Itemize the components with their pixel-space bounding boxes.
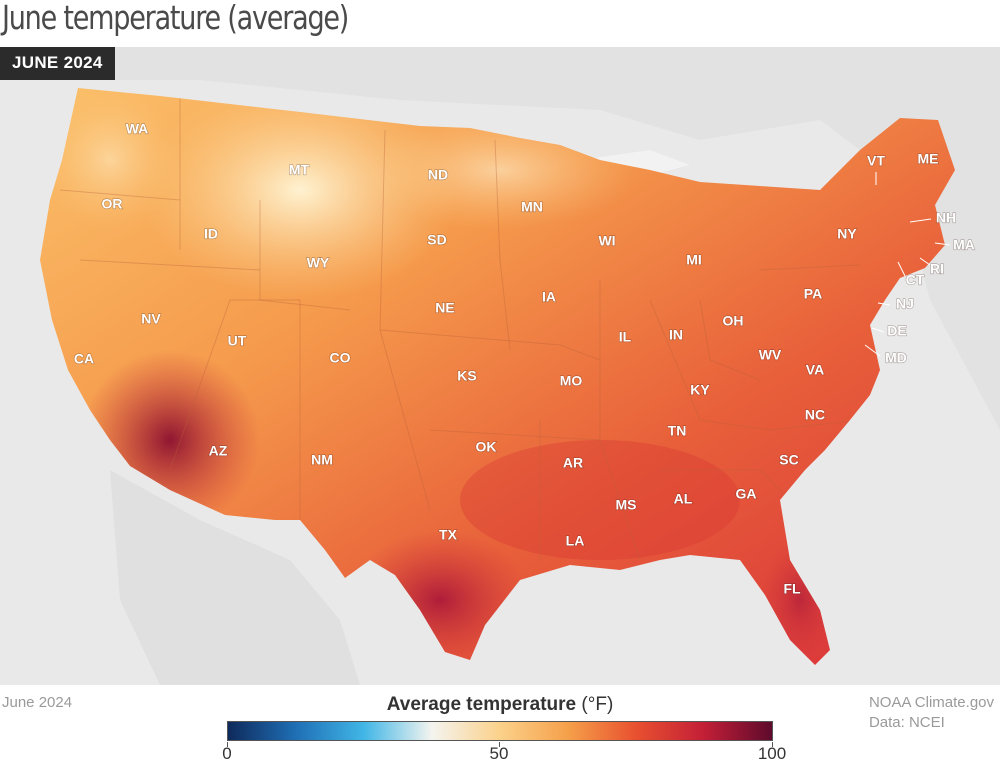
- state-label-ms: MS: [616, 497, 637, 513]
- legend-tick-label-50: 50: [489, 744, 509, 763]
- state-label-al: AL: [674, 491, 693, 507]
- state-label-nd: ND: [428, 167, 448, 183]
- map-frame: WA OR CA ID NV MT WY UT AZ CO NM ND SD N…: [0, 47, 1000, 685]
- state-label-ar: AR: [563, 455, 583, 471]
- legend-tick: [772, 742, 773, 747]
- state-label-in: IN: [669, 327, 683, 343]
- state-label-tx: TX: [439, 527, 458, 543]
- state-label-ga: GA: [736, 486, 757, 502]
- state-label-wy: WY: [307, 255, 330, 271]
- state-label-wv: WV: [759, 347, 782, 363]
- state-label-mt: MT: [289, 162, 310, 178]
- state-label-ct: CT: [906, 272, 925, 288]
- map-title: June temperature (average): [2, 0, 349, 37]
- temperature-map: WA OR CA ID NV MT WY UT AZ CO NM ND SD N…: [0, 47, 1000, 685]
- state-label-ut: UT: [228, 333, 247, 349]
- state-label-md: MD: [885, 350, 907, 366]
- state-label-nm: NM: [311, 452, 333, 468]
- date-badge: JUNE 2024: [0, 47, 115, 80]
- credits: NOAA Climate.gov Data: NCEI: [869, 693, 994, 733]
- state-label-la: LA: [566, 533, 585, 549]
- state-label-ny: NY: [837, 226, 857, 242]
- state-label-ne: NE: [435, 300, 454, 316]
- legend-tick-label-0: 0: [222, 744, 232, 763]
- legend-title: Average temperature (°F): [0, 694, 1000, 716]
- credit-text: NOAA Climate.gov: [868, 694, 994, 711]
- state-label-sc: SC: [779, 452, 798, 468]
- state-label-ks: KS: [457, 368, 476, 384]
- state-label-ri: RI: [930, 261, 944, 277]
- state-label-or: OR: [102, 196, 123, 212]
- state-label-id: ID: [204, 226, 218, 242]
- state-label-tn: TN: [668, 423, 687, 439]
- legend-unit: (°F): [581, 694, 614, 715]
- state-label-pa: PA: [804, 286, 822, 302]
- state-label-ky: KY: [690, 382, 710, 398]
- state-label-ia: IA: [542, 289, 556, 305]
- state-label-mi: MI: [686, 252, 702, 268]
- state-label-vt: VT: [867, 153, 885, 169]
- state-label-fl: FL: [783, 581, 801, 597]
- legend-color-bar: [227, 721, 773, 741]
- legend-tick: [499, 742, 500, 747]
- state-label-sd: SD: [427, 232, 446, 248]
- state-label-co: CO: [330, 350, 351, 366]
- legend-title-text: Average temperature: [386, 694, 577, 715]
- state-label-me: ME: [918, 151, 939, 167]
- state-label-mn: MN: [521, 199, 543, 215]
- state-label-az: AZ: [209, 443, 228, 459]
- state-label-oh: OH: [723, 313, 744, 329]
- state-label-wi: WI: [598, 233, 615, 249]
- state-label-nh: NH: [936, 210, 956, 226]
- label-leader-lines: [864, 172, 951, 357]
- state-label-nv: NV: [141, 311, 161, 327]
- state-label-de: DE: [887, 323, 906, 339]
- footer-date: June 2024: [2, 694, 73, 711]
- state-label-ca: CA: [74, 351, 94, 367]
- state-label-wa: WA: [126, 121, 149, 137]
- legend-tick-label-100: 100: [757, 744, 787, 763]
- state-labels: WA OR CA ID NV MT WY UT AZ CO NM ND SD N…: [73, 120, 975, 597]
- state-label-nj: NJ: [896, 296, 914, 312]
- state-label-mo: MO: [560, 373, 583, 389]
- data-source-text: Data: NCEI: [868, 714, 945, 731]
- state-label-ok: OK: [476, 439, 497, 455]
- state-label-ma: MA: [953, 237, 975, 253]
- state-label-il: IL: [619, 329, 632, 345]
- legend-tick: [227, 742, 228, 747]
- state-label-nc: NC: [805, 407, 825, 423]
- state-label-va: VA: [806, 362, 824, 378]
